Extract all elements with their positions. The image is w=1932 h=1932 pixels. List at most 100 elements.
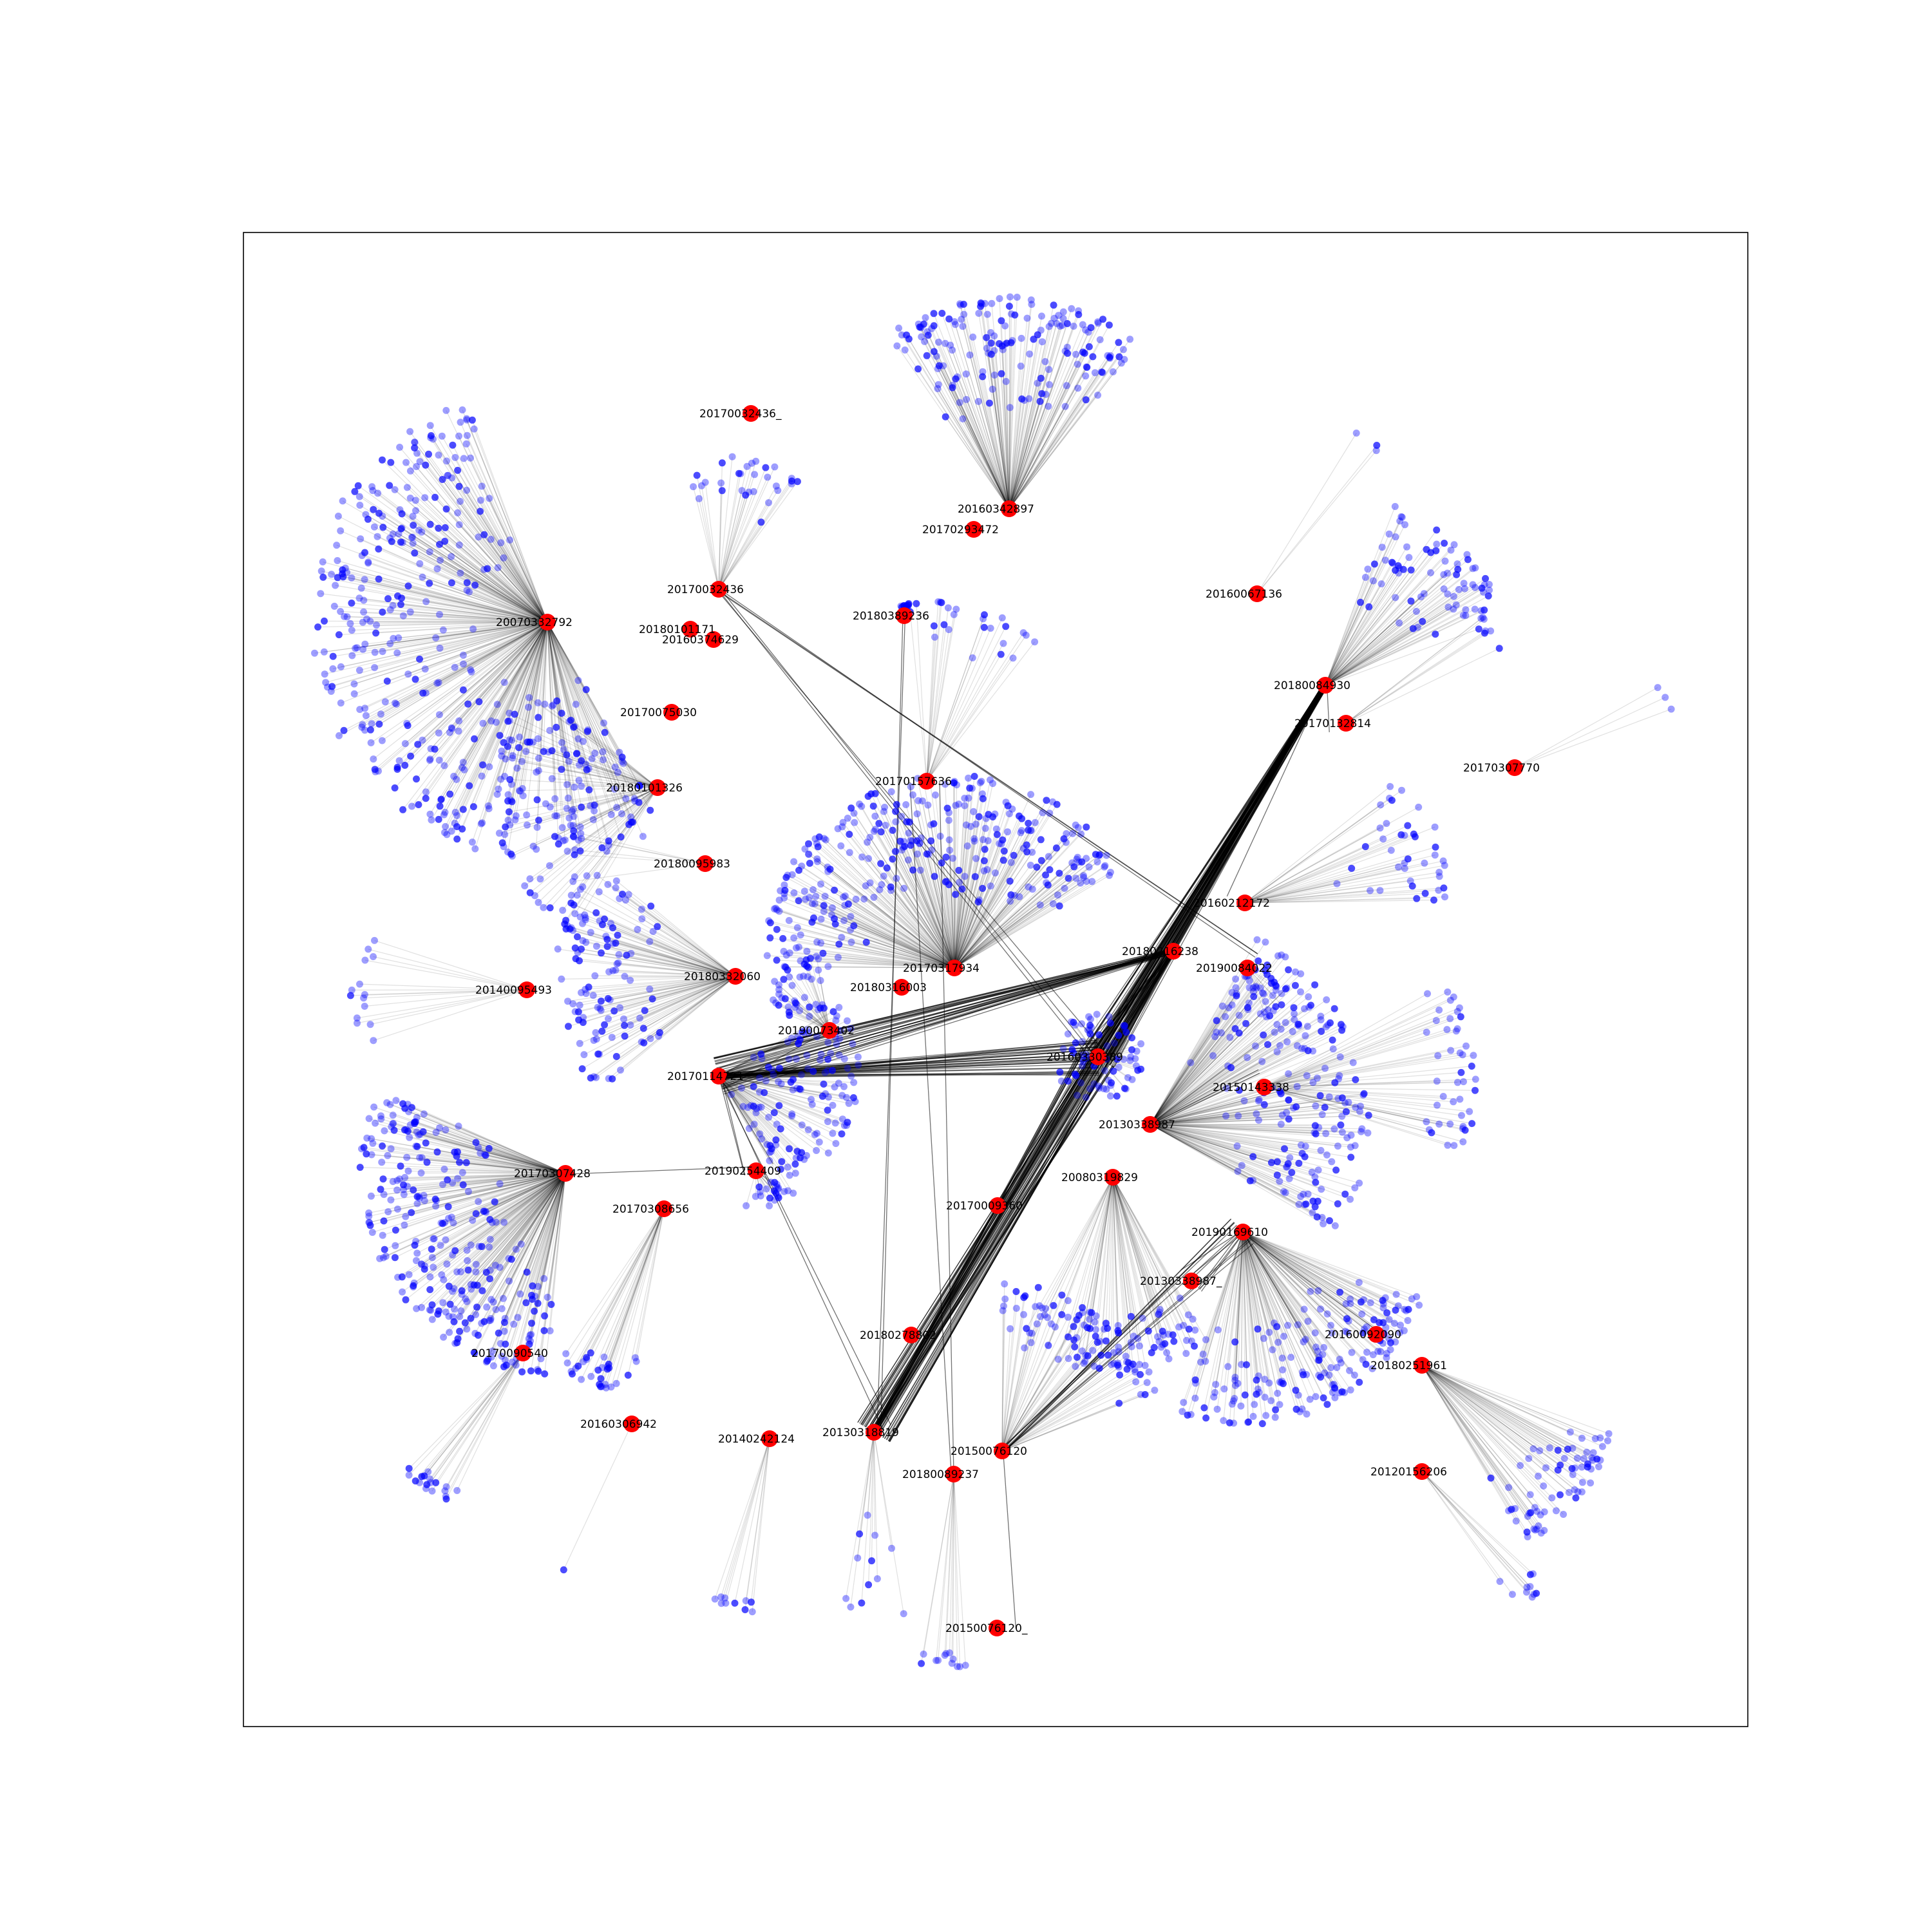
leaf-node xyxy=(923,328,931,336)
leaf-node xyxy=(554,945,562,952)
leaf-node xyxy=(452,809,459,816)
leaf-node xyxy=(427,755,434,762)
leaf-node xyxy=(558,976,565,983)
leaf-node xyxy=(1662,694,1669,701)
leaf-node xyxy=(1398,787,1405,794)
leaf-node xyxy=(1276,1178,1283,1185)
leaf-node xyxy=(467,455,474,462)
leaf-cluster-20170157636 xyxy=(907,598,1038,661)
leaf-node xyxy=(945,604,952,611)
leaf-node xyxy=(1269,992,1276,999)
leaf-node xyxy=(558,710,565,717)
leaf-node xyxy=(460,687,467,694)
leaf-node xyxy=(946,837,953,844)
leaf-node xyxy=(546,862,553,869)
leaf-node xyxy=(1268,1159,1275,1166)
edge xyxy=(564,1424,632,1570)
leaf-node xyxy=(984,311,991,318)
leaf-node xyxy=(399,1289,406,1296)
leaf-node xyxy=(1256,1096,1263,1103)
leaf-node xyxy=(1331,1126,1338,1133)
leaf-node xyxy=(803,1152,810,1159)
leaf-node xyxy=(618,810,625,817)
leaf-node xyxy=(1128,1034,1135,1041)
leaf-node xyxy=(437,645,444,652)
leaf-node xyxy=(819,950,826,957)
leaf-node xyxy=(330,653,337,660)
leaf-node xyxy=(426,580,433,587)
leaf-node xyxy=(835,941,842,948)
leaf-node xyxy=(1475,625,1482,632)
leaf-node xyxy=(1444,1142,1451,1149)
leaf-node xyxy=(1077,831,1084,838)
leaf-node xyxy=(508,737,515,744)
leaf-node xyxy=(341,727,348,734)
leaf-node xyxy=(1309,1048,1316,1055)
leaf-node xyxy=(1283,985,1291,992)
leaf-node xyxy=(634,926,641,933)
leaf-node xyxy=(832,1140,839,1147)
leaf-node xyxy=(604,881,611,888)
leaf-node xyxy=(863,939,870,946)
leaf-node xyxy=(728,1091,735,1098)
leaf-node xyxy=(576,1040,583,1047)
leaf-node xyxy=(571,851,578,858)
leaf-node xyxy=(311,650,318,657)
leaf-node xyxy=(1426,1126,1433,1133)
leaf-node xyxy=(361,957,368,964)
leaf-node xyxy=(848,1073,855,1080)
leaf-node xyxy=(1335,1075,1342,1083)
leaf-node xyxy=(455,717,462,724)
leaf-node xyxy=(478,773,486,780)
leaf-node xyxy=(358,585,365,592)
leaf-node xyxy=(992,869,999,876)
leaf-node xyxy=(1244,1054,1251,1061)
leaf-node xyxy=(1018,815,1025,822)
leaf-node xyxy=(1236,1012,1243,1019)
leaf-node xyxy=(1115,354,1122,361)
leaf-node xyxy=(1295,1160,1302,1167)
leaf-node xyxy=(393,701,400,708)
leaf-node xyxy=(889,827,896,834)
leaf-node xyxy=(506,710,513,717)
leaf-node xyxy=(931,873,938,880)
leaf-node xyxy=(511,817,518,824)
leaf-node xyxy=(451,454,459,461)
leaf-node xyxy=(1309,1209,1316,1217)
leaf-node xyxy=(848,939,855,946)
leaf-node xyxy=(1038,857,1045,864)
leaf-node xyxy=(415,801,422,808)
leaf-node xyxy=(403,1154,410,1161)
edge xyxy=(1422,1365,1587,1467)
leaf-node xyxy=(958,316,965,323)
leaf-node xyxy=(1441,893,1448,900)
leaf-node xyxy=(354,644,361,651)
leaf-node xyxy=(407,468,414,475)
leaf-node xyxy=(1378,580,1385,587)
leaf-node xyxy=(394,766,401,773)
leaf-node xyxy=(649,996,656,1003)
leaf-node xyxy=(1055,312,1062,319)
leaf-node xyxy=(988,351,995,358)
leaf-node xyxy=(1086,343,1093,350)
leaf-node xyxy=(401,762,408,769)
leaf-node xyxy=(937,599,944,606)
leaf-node xyxy=(515,744,522,751)
leaf-node xyxy=(501,831,508,838)
leaf-node xyxy=(765,917,772,924)
leaf-node xyxy=(638,915,645,922)
leaf-node xyxy=(812,893,819,900)
leaf-node xyxy=(1297,971,1304,978)
leaf-node xyxy=(395,530,402,537)
leaf-node xyxy=(1293,1103,1300,1110)
leaf-node xyxy=(880,873,887,880)
leaf-node xyxy=(1327,1019,1334,1027)
leaf-node xyxy=(1399,514,1406,521)
cluster-edges-20160306942 xyxy=(564,1424,632,1570)
leaf-node xyxy=(1068,305,1075,312)
leaf-node xyxy=(1104,1043,1111,1050)
leaf-node xyxy=(1294,1083,1301,1090)
edge xyxy=(1346,631,1491,723)
edge xyxy=(591,1209,664,1376)
leaf-node xyxy=(483,1303,490,1311)
